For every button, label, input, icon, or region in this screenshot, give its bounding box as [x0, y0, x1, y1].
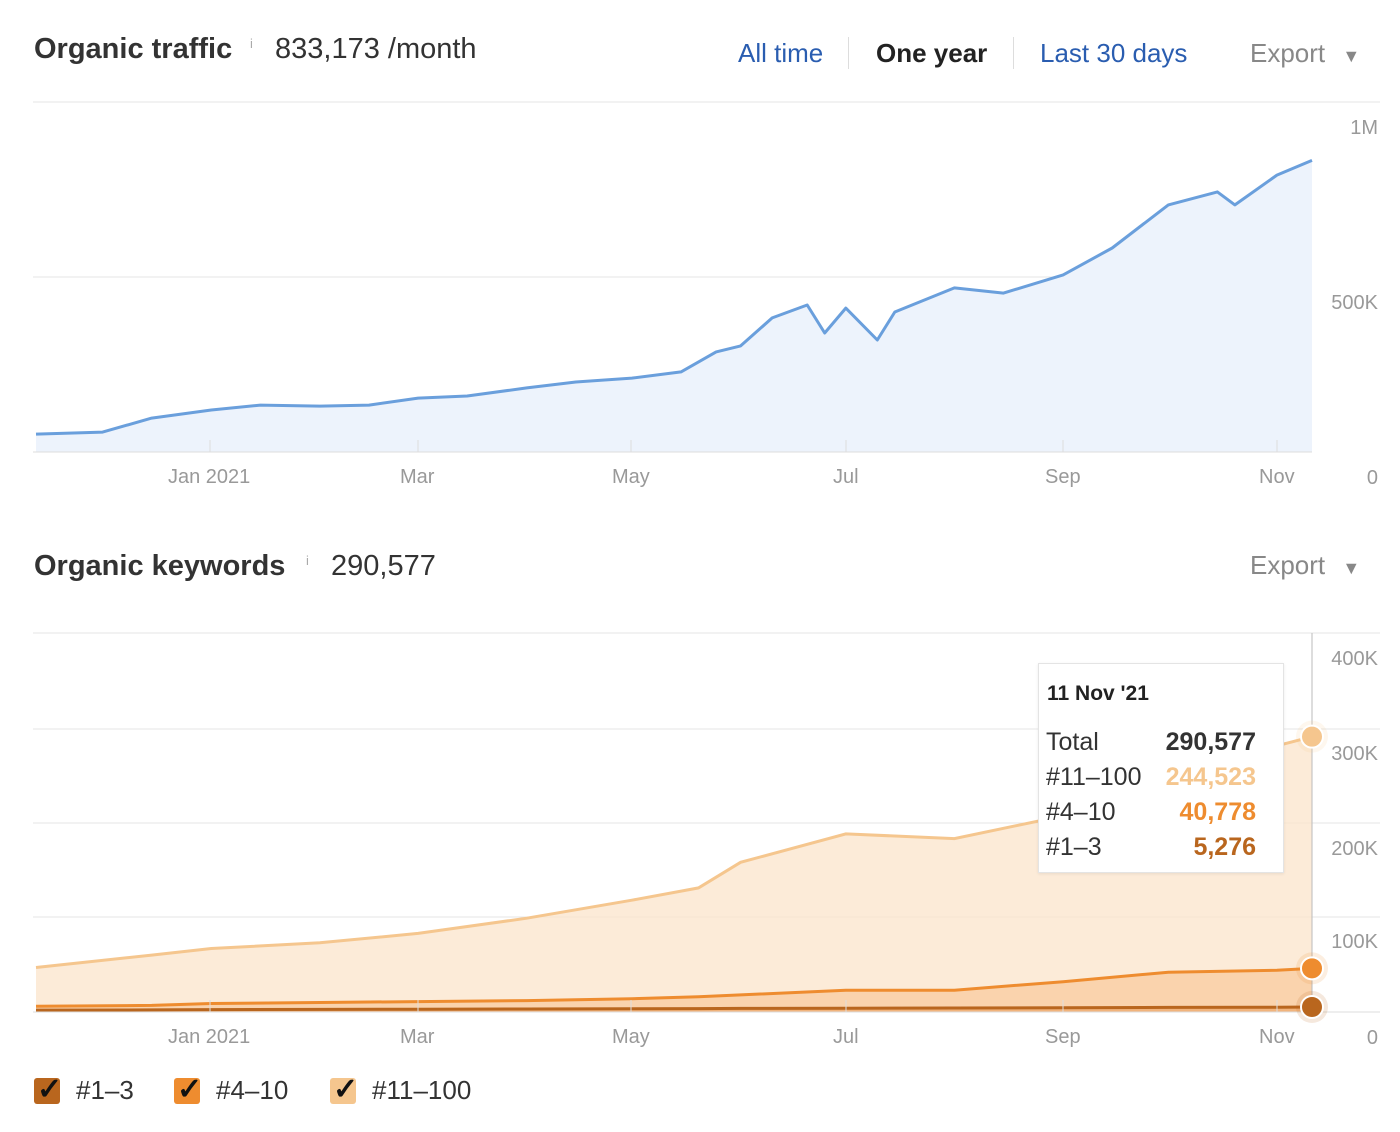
keywords-info-icon[interactable]: i	[306, 553, 309, 568]
x-tick: Sep	[1045, 466, 1081, 488]
legend-label: #1–3	[76, 1075, 134, 1105]
y-tick: 400K	[1331, 648, 1378, 670]
tooltip-label: Total	[1046, 728, 1099, 756]
x-tick: Nov	[1259, 1026, 1295, 1048]
x-tick: Nov	[1259, 466, 1295, 488]
export-label: Export	[1250, 38, 1326, 68]
chevron-down-icon: ▼	[1342, 558, 1361, 578]
x-tick: May	[612, 1026, 650, 1048]
x-tick: Mar	[400, 466, 435, 488]
traffic-info-icon[interactable]: i	[250, 36, 253, 51]
divider	[1013, 37, 1014, 69]
tooltip-date: 11 Nov '21	[1047, 682, 1149, 705]
traffic-line	[35, 159, 1313, 436]
x-tick: Sep	[1045, 1026, 1081, 1048]
keywords-title: Organic keywords	[34, 550, 286, 582]
range-one-year[interactable]: One year	[876, 38, 988, 68]
x-tick: May	[612, 466, 650, 488]
tooltip-value: 40,778	[1179, 798, 1256, 826]
keywords-value: 290,577	[331, 550, 436, 582]
x-tick: Jul	[833, 466, 859, 488]
tooltip-row-11-100: #11–100 244,523	[1046, 763, 1256, 792]
line-#1–3	[35, 1005, 1313, 1012]
traffic-value: 833,173 /month	[275, 33, 477, 65]
hover-point-#11–100	[1300, 724, 1324, 749]
area-#4–10	[36, 968, 1312, 1012]
traffic-title: Organic traffic	[34, 33, 233, 65]
tooltip-row-4-10: #4–10 40,778	[1046, 798, 1256, 827]
tooltip-row-total: Total 290,577	[1046, 728, 1256, 757]
y-tick: 0	[1366, 1027, 1378, 1049]
keywords-export-button[interactable]: Export ▼	[1250, 550, 1360, 581]
tooltip-label: #4–10	[1046, 798, 1116, 826]
y-tick: 300K	[1331, 743, 1378, 765]
tooltip-label: #1–3	[1046, 833, 1102, 861]
checkbox[interactable]: ✓	[34, 1073, 62, 1106]
legend-toggle-4-10[interactable]: ✓ #4–10	[174, 1073, 289, 1106]
hover-point-#4–10	[1300, 956, 1324, 981]
area-#11–100	[36, 736, 1312, 1012]
y-tick: 200K	[1331, 838, 1378, 860]
checkbox[interactable]: ✓	[330, 1073, 358, 1106]
tooltip-value: 290,577	[1165, 728, 1256, 756]
legend-label: #11–100	[372, 1075, 472, 1105]
legend-toggle-11-100[interactable]: ✓ #11–100	[330, 1073, 472, 1106]
x-tick: Mar	[400, 1026, 435, 1048]
y-tick: 1M	[1350, 117, 1378, 139]
line-#4–10	[35, 966, 1313, 1008]
y-tick: 100K	[1331, 931, 1378, 953]
checkmark-icon: ✓	[177, 1072, 203, 1106]
y-tick: 0	[1366, 467, 1378, 489]
tooltip-label: #11–100	[1046, 763, 1142, 791]
chart-tooltip: 11 Nov '21 Total 290,577 #11–100 244,523 #…	[1038, 663, 1284, 873]
legend-toggle-1-3[interactable]: ✓ #1–3	[34, 1073, 134, 1106]
checkmark-icon: ✓	[37, 1072, 63, 1106]
x-tick: Jan 2021	[168, 466, 251, 488]
checkbox[interactable]: ✓	[174, 1073, 202, 1106]
x-tick: Jul	[833, 1026, 859, 1048]
tooltip-value: 5,276	[1193, 833, 1256, 861]
tooltip-value: 244,523	[1165, 763, 1256, 791]
chevron-down-icon: ▼	[1342, 46, 1361, 66]
legend-label: #4–10	[216, 1075, 289, 1105]
export-label: Export	[1250, 550, 1326, 580]
hover-point-#1–3	[1300, 995, 1324, 1020]
traffic-export-button[interactable]: Export ▼	[1250, 38, 1360, 69]
traffic-area	[36, 160, 1312, 452]
tooltip-row-1-3: #1–3 5,276	[1046, 833, 1256, 862]
x-tick: Jan 2021	[168, 1026, 251, 1048]
y-tick: 500K	[1331, 292, 1378, 314]
checkmark-icon: ✓	[333, 1072, 359, 1106]
range-last-30-days[interactable]: Last 30 days	[1040, 38, 1188, 68]
range-all-time[interactable]: All time	[738, 38, 824, 68]
divider	[848, 37, 849, 69]
